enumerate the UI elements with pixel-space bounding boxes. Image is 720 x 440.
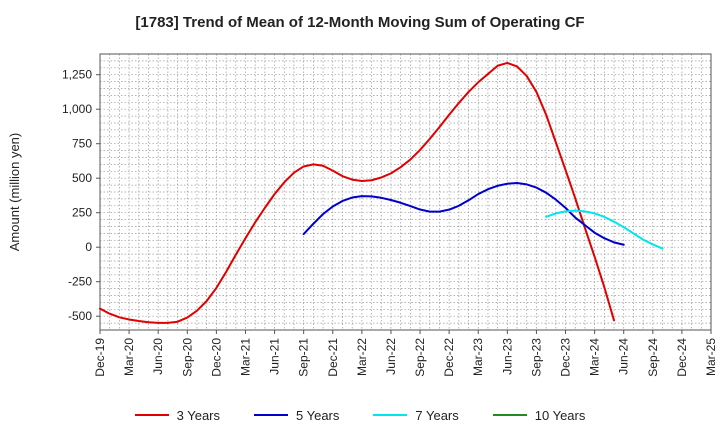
legend-item: 7 Years [373, 407, 459, 423]
legend-swatch [373, 414, 408, 416]
y-tick-label: 500 [72, 171, 92, 185]
x-tick-label: Mar-24 [588, 338, 602, 376]
x-tick-label: Mar-22 [355, 338, 369, 376]
legend-label: 3 Years [176, 407, 220, 423]
x-tick-label: Mar-20 [122, 338, 136, 376]
legend-label: 5 Years [296, 407, 340, 423]
x-tick-label: Sep-21 [297, 338, 311, 377]
x-tick-label: Dec-21 [326, 338, 340, 377]
x-tick-label: Jun-23 [500, 338, 514, 375]
x-tick-label: Mar-21 [238, 338, 252, 376]
x-tick-label: Dec-22 [442, 338, 456, 377]
x-tick-label: Sep-23 [529, 338, 543, 377]
legend-swatch [254, 414, 288, 416]
y-tick-label: 1,000 [62, 102, 92, 116]
legend: 3 Years 5 Years 7 Years 10 Years [0, 404, 720, 426]
legend-label: 7 Years [415, 407, 459, 423]
legend-item: 5 Years [254, 408, 339, 423]
y-tick-label: 0 [85, 240, 92, 254]
x-tick-label: Dec-19 [93, 338, 107, 377]
x-tick-label: Jun-24 [617, 338, 631, 375]
legend-label: 10 Years [534, 407, 586, 423]
plot-frame [99, 53, 712, 331]
chart-title: [1783] Trend of Mean of 12-Month Moving … [135, 14, 585, 31]
x-tick-label: Mar-25 [704, 338, 718, 376]
y-tick-label: 750 [72, 137, 92, 151]
x-tick-label: Dec-20 [209, 338, 223, 377]
x-tick-label: Sep-22 [413, 338, 427, 377]
x-tick-label: Jun-21 [268, 338, 282, 375]
legend-item: 10 Years [492, 407, 586, 423]
legend-item: 3 Years [134, 407, 220, 423]
y-tick-label: 250 [72, 206, 92, 220]
y-tick-label: -500 [68, 309, 92, 323]
x-tick-label: Sep-20 [180, 338, 194, 377]
legend-swatch [134, 414, 169, 416]
series-line-3-years [99, 61, 616, 324]
x-tick-label: Sep-24 [646, 338, 660, 377]
series-line-5-years [302, 182, 625, 246]
x-tick-label: Mar-23 [471, 338, 485, 376]
x-tick-label: Dec-24 [675, 338, 689, 377]
legend-swatch [492, 414, 527, 416]
y-tick-label: 1,250 [62, 68, 92, 82]
y-axis-label: Amount (million yen) [7, 133, 22, 252]
y-tick-label: -250 [68, 275, 92, 289]
x-tick-label: Jun-22 [384, 338, 398, 375]
x-tick-label: Dec-23 [559, 338, 573, 377]
x-tick-label: Jun-20 [151, 338, 165, 375]
series-line-7-years [545, 209, 664, 250]
